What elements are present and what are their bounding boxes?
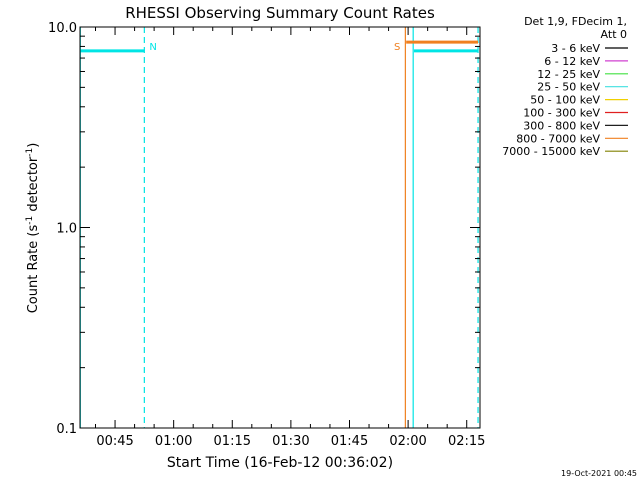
y-tick-label: 1.0 (56, 222, 77, 237)
legend-label: 25 - 50 keV (537, 81, 600, 94)
x-axis: 00:45 01:00 01:15 01:30 01:45 02:00 02:15 (95, 27, 485, 449)
y-axis: 10.0 1.0 0.1 (48, 21, 480, 437)
x-tick-label: 01:45 (331, 434, 368, 449)
y-axis-label-end: ) (26, 143, 41, 148)
y-axis-label-sup2: -1 (25, 148, 35, 157)
legend-label: 100 - 300 keV (523, 107, 600, 120)
x-tick-label: 01:30 (272, 434, 309, 449)
x-axis-label: Start Time (16-Feb-12 00:36:02) (167, 455, 393, 471)
marker-label: N (149, 42, 156, 53)
marker-label: S (394, 42, 400, 53)
legend-label: 12 - 25 keV (537, 68, 600, 81)
y-axis-label: Count Rate (s-1 detector-1) (25, 143, 41, 314)
legend-header-detectors: Det 1,9, FDecim 1, (524, 15, 627, 28)
y-axis-label-sup1: -1 (25, 216, 35, 225)
legend-label: 50 - 100 keV (530, 94, 600, 107)
y-tick-label: 0.1 (56, 422, 77, 437)
legend-label: 3 - 6 keV (551, 42, 600, 55)
y-axis-label-main: Count Rate (s (26, 225, 41, 314)
y-tick-label: 10.0 (48, 21, 77, 36)
legend-header-attenuator: Att 0 (601, 28, 627, 41)
x-tick-label: 01:00 (155, 434, 192, 449)
legend-label: 300 - 800 keV (523, 119, 600, 132)
footer-timestamp: 19-Oct-2021 00:45 (561, 469, 637, 478)
chart-title: RHESSI Observing Summary Count Rates (125, 4, 435, 22)
x-tick-label: 02:15 (448, 434, 485, 449)
legend-label: 7000 - 15000 keV (502, 145, 600, 158)
legend-label: 6 - 12 keV (544, 55, 600, 68)
x-tick-label: 02:00 (389, 434, 426, 449)
x-tick-label: 00:45 (96, 434, 133, 449)
x-tick-label: 01:15 (214, 434, 251, 449)
y-axis-label-mid: detector (26, 156, 41, 216)
legend-label: 800 - 7000 keV (516, 132, 600, 145)
